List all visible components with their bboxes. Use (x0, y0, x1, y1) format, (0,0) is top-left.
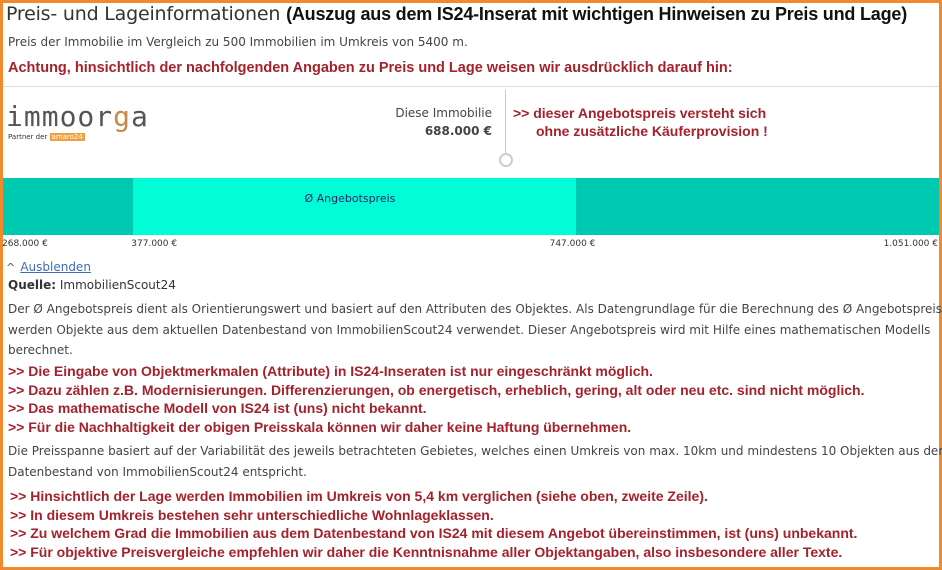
tick-max: 1.051.000 € (883, 239, 938, 249)
note-item: >> Hinsichtlich der Lage werden Immobili… (10, 488, 708, 504)
chevron-up-icon: ^ (6, 261, 16, 274)
tick-avg-low: 377.000 € (131, 239, 178, 249)
note-item: >> In diesem Umkreis bestehen sehr unter… (10, 506, 494, 523)
warning-text: Achtung, hinsichtlich der nachfolgenden … (8, 60, 733, 76)
average-price-label: Ø Angebotspreis (304, 192, 396, 205)
note-item: >> Für die Nachhaltigkeit der obigen Pre… (8, 418, 632, 435)
explanation-paragraph: Der Ø Angebotspreis dient als Orientieru… (8, 302, 942, 357)
note-item: >> Für objektive Preisvergleiche empfehl… (10, 543, 843, 560)
page-title: Preis- und Lageinformationen (Auszug aus… (6, 3, 907, 25)
this-property-price: 688.000 € (424, 124, 492, 138)
partner-label: Partner der amaro24 (8, 133, 85, 141)
note-item: >> Das mathematische Modell von IS24 ist… (8, 400, 427, 417)
tick-avg-high: 747.000 € (549, 239, 596, 249)
notes-location: >> Hinsichtlich der Lage werden Immobili… (10, 487, 857, 561)
divider (3, 86, 939, 87)
tick-min: 268.000 € (2, 239, 48, 249)
hide-link[interactable]: Ausblenden (20, 260, 91, 274)
range-paragraph: Die Preisspanne basiert auf der Variabil… (8, 444, 942, 479)
subtitle: Preis der Immobilie im Vergleich zu 500 … (8, 35, 468, 49)
notes-attributes: >> Die Eingabe von Objektmerkmalen (Attr… (8, 362, 864, 436)
price-note-1: >> dieser Angebotspreis versteht sich (513, 105, 767, 121)
title-note: (Auszug aus dem IS24-Inserat mit wichtig… (286, 4, 908, 24)
price-marker-line (505, 90, 507, 154)
title-text: Preis- und Lageinformationen (6, 3, 281, 25)
price-range-bar: Ø Angebotspreis (3, 178, 939, 235)
average-price-segment (133, 178, 576, 235)
note-item: >> Zu welchem Grad die Immobilien aus de… (10, 525, 858, 542)
logo: immoorga (6, 100, 149, 133)
hide-toggle[interactable]: ^ Ausblenden (6, 256, 91, 275)
price-marker-dot (499, 153, 514, 167)
this-property-label: Diese Immobilie (395, 106, 492, 120)
source-line: Quelle: ImmobilienScout24 (8, 278, 176, 292)
note-item: >> Die Eingabe von Objektmerkmalen (Attr… (8, 363, 653, 379)
partner-brand: amaro24 (49, 133, 85, 141)
price-note-2: ohne zusätzliche Käuferprovision ! (536, 123, 768, 139)
note-item: >> Dazu zählen z.B. Modernisierungen. Di… (8, 381, 865, 398)
